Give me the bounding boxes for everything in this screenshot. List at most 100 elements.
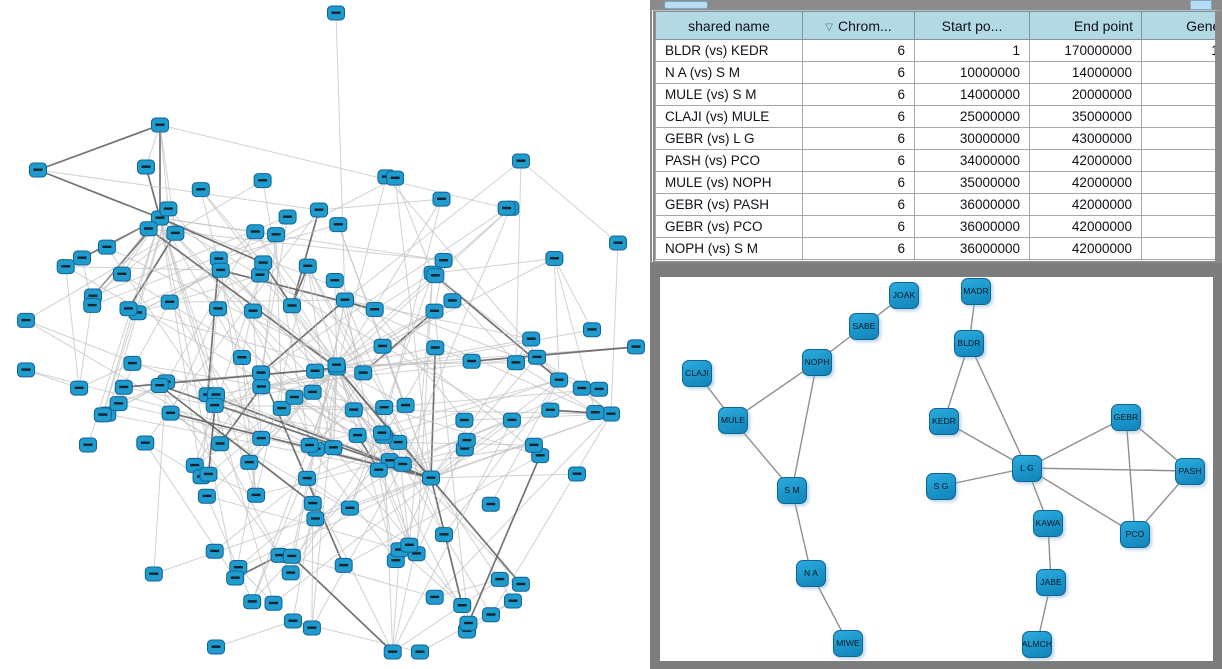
network-node[interactable] xyxy=(252,379,271,395)
graph-edge[interactable] xyxy=(515,362,596,413)
graph-edge[interactable] xyxy=(968,342,1028,469)
graph-edge[interactable] xyxy=(137,269,221,314)
graph-edge[interactable] xyxy=(254,231,364,374)
network-node[interactable] xyxy=(97,239,116,255)
network-node[interactable] xyxy=(383,644,402,660)
graph-edge[interactable] xyxy=(128,308,338,369)
graph-edge[interactable] xyxy=(1026,416,1127,469)
graph-edge[interactable] xyxy=(291,305,432,479)
network-node[interactable] xyxy=(244,303,262,319)
graph-edge[interactable] xyxy=(311,367,338,629)
sort-filter-icon[interactable]: ▽ xyxy=(825,21,833,33)
graph-edge[interactable] xyxy=(1026,467,1136,535)
network-node[interactable] xyxy=(425,303,444,319)
network-node[interactable] xyxy=(432,191,451,207)
network-node[interactable] xyxy=(306,511,325,527)
graph-node-madr[interactable]: MADR xyxy=(961,277,991,305)
network-node[interactable] xyxy=(411,644,429,660)
graph-edge[interactable] xyxy=(37,169,320,211)
network-node[interactable] xyxy=(298,470,317,486)
cell-shared_name[interactable]: GEBR (vs) PASH xyxy=(655,193,803,216)
network-node[interactable] xyxy=(243,594,262,610)
graph-node-s-g[interactable]: S G xyxy=(926,472,956,500)
network-node[interactable] xyxy=(17,312,35,328)
cell-end[interactable]: 20000000 xyxy=(1029,83,1142,106)
graph-edge[interactable] xyxy=(159,217,217,395)
cell-shared_name[interactable]: GEBR (vs) PCO xyxy=(655,215,803,238)
graph-edge[interactable] xyxy=(37,169,161,219)
network-node[interactable] xyxy=(191,182,210,198)
graph-edge[interactable] xyxy=(237,503,314,568)
cell-end[interactable]: 42000000 xyxy=(1029,215,1142,238)
network-node[interactable] xyxy=(482,607,500,623)
graph-edge[interactable] xyxy=(145,166,161,219)
graph-edge[interactable] xyxy=(553,258,593,330)
network-node[interactable] xyxy=(29,162,47,178)
network-node[interactable] xyxy=(282,548,301,564)
network-node[interactable] xyxy=(481,496,500,512)
network-node[interactable] xyxy=(354,365,373,381)
graph-edge[interactable] xyxy=(520,160,619,244)
table-row[interactable]: GEBR (vs) PCO636000000420000008.4 xyxy=(655,215,1215,238)
graph-edge[interactable] xyxy=(25,369,432,479)
network-node[interactable] xyxy=(528,349,546,365)
graph-edge[interactable] xyxy=(159,384,314,505)
graph-edge[interactable] xyxy=(318,198,442,211)
cell-shared_name[interactable]: CLAJI (vs) MULE xyxy=(655,105,803,128)
cell-genetic[interactable]: 9.9 xyxy=(1141,237,1215,260)
network-node[interactable] xyxy=(386,170,405,186)
network-node[interactable] xyxy=(199,466,218,482)
graph-edge[interactable] xyxy=(159,124,507,209)
graph-edge[interactable] xyxy=(144,209,320,444)
cell-genetic[interactable]: 8.9 xyxy=(1141,193,1215,216)
network-node[interactable] xyxy=(369,462,388,478)
network-node[interactable] xyxy=(583,322,601,338)
network-node[interactable] xyxy=(590,381,609,397)
network-node[interactable] xyxy=(373,338,392,354)
graph-edge[interactable] xyxy=(65,266,221,271)
subnetwork-view-panel[interactable]: JOAK SABE NOPH CLAJI MULE S M N A MIWE MADR BLDR K… xyxy=(650,263,1222,669)
graph-edge[interactable] xyxy=(220,269,338,369)
graph-edge[interactable] xyxy=(194,407,282,466)
graph-edge[interactable] xyxy=(383,379,560,437)
network-node[interactable] xyxy=(209,301,227,317)
graph-edge[interactable] xyxy=(275,234,283,409)
network-node[interactable] xyxy=(144,566,163,582)
cell-shared_name[interactable]: N A (vs) S M xyxy=(655,61,803,84)
graph-edge[interactable] xyxy=(307,265,364,374)
network-node[interactable] xyxy=(226,570,245,586)
cell-shared_name[interactable]: MULE (vs) S M xyxy=(655,83,803,106)
graph-edge[interactable] xyxy=(434,578,500,598)
cell-shared_name[interactable]: NOPH (vs) S M xyxy=(655,237,803,260)
network-node[interactable] xyxy=(281,565,300,581)
graph-edge[interactable] xyxy=(25,319,432,479)
table-row[interactable]: GEBR (vs) PASH636000000420000008.9 xyxy=(655,193,1215,216)
graph-edge[interactable] xyxy=(159,217,264,264)
network-node[interactable] xyxy=(459,615,478,631)
network-node[interactable] xyxy=(512,153,530,169)
network-node[interactable] xyxy=(267,227,286,243)
graph-edge[interactable] xyxy=(402,448,465,465)
graph-edge[interactable] xyxy=(159,217,380,471)
graph-edge[interactable] xyxy=(159,124,169,209)
network-node[interactable] xyxy=(373,425,391,441)
cell-chromosome[interactable]: 6 xyxy=(802,105,915,128)
cell-chromosome[interactable]: 6 xyxy=(802,215,915,238)
graph-edge[interactable] xyxy=(306,419,465,479)
network-node[interactable] xyxy=(160,294,179,310)
cell-chromosome[interactable]: 6 xyxy=(802,61,915,84)
graph-edge[interactable] xyxy=(349,273,434,509)
network-node[interactable] xyxy=(443,293,462,309)
graph-edge[interactable] xyxy=(430,409,551,479)
network-node[interactable] xyxy=(627,339,645,355)
network-node[interactable] xyxy=(166,225,185,241)
network-node[interactable] xyxy=(435,527,453,543)
graph-node-jabe[interactable]: JABE xyxy=(1036,568,1066,596)
network-node[interactable] xyxy=(285,389,304,405)
graph-edge[interactable] xyxy=(362,310,436,374)
network-node[interactable] xyxy=(232,350,251,365)
network-node[interactable] xyxy=(422,470,440,486)
graph-edge[interactable] xyxy=(260,299,346,374)
column-header-genetic[interactable]: Genetic... xyxy=(1141,11,1215,40)
graph-edge[interactable] xyxy=(384,407,541,457)
